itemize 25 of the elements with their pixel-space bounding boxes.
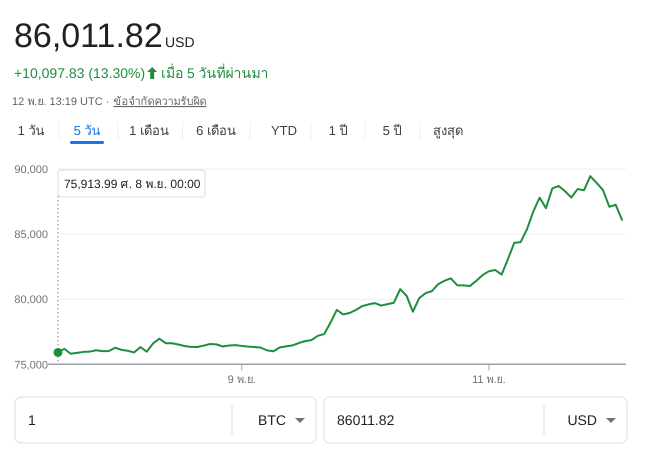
text: +10,097.83 (13.30%): [14, 65, 146, 81]
y-tick-label: 85,000: [14, 229, 48, 242]
text: 1 ปี: [328, 123, 348, 138]
text: 6 เดือน: [196, 123, 236, 138]
text: BTC: [258, 412, 286, 428]
text: 5 ปี: [382, 123, 402, 138]
text: เมื่อ 5 วันที่ผ่านมา: [161, 64, 269, 81]
y-tick-label: 80,000: [14, 294, 48, 306]
y-tick-label: 75,000: [14, 359, 48, 372]
text: 1 เดือน: [129, 123, 169, 138]
x-tick-label: 9 พ.ย.: [228, 374, 256, 386]
y-tick-label: 90,000: [14, 164, 48, 176]
text: 1 วัน: [18, 123, 44, 138]
text: 86011.82: [337, 412, 395, 428]
x-tick-label: 11 พ.ย.: [472, 374, 506, 386]
annotation: 75,913.99 ศ. 8 พ.ย. 00:00: [64, 177, 201, 191]
text: YTD: [271, 123, 297, 138]
chart-subtitle: USD: [165, 34, 195, 50]
text: 5 วัน: [74, 123, 100, 138]
text: 1: [28, 412, 36, 428]
text: USD: [567, 412, 597, 428]
text: สูงสุด: [433, 123, 463, 139]
chart-title: 86,011.82: [14, 17, 163, 55]
text: ข้อจำกัดความรับผิด: [113, 96, 206, 108]
text: 12 พ.ย. 13:19 UTC ·: [12, 96, 110, 108]
